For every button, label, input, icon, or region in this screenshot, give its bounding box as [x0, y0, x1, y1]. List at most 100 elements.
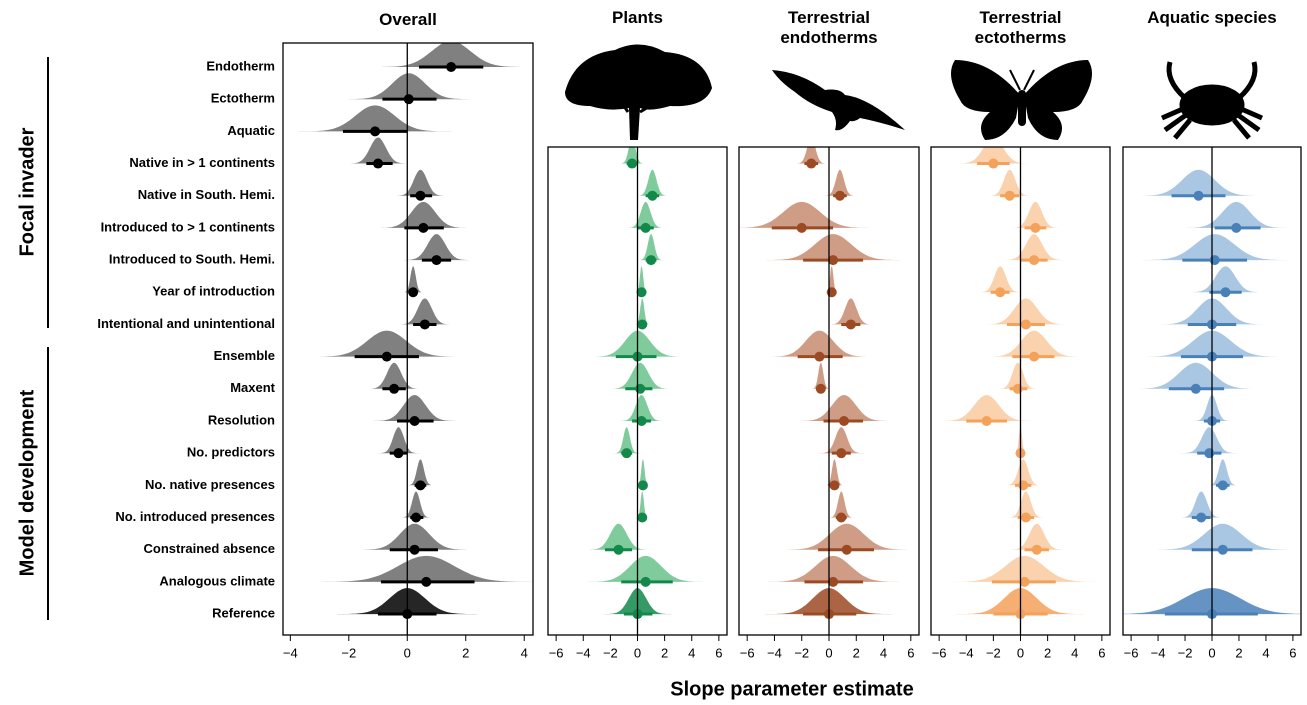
x-tick-label: 4 [1262, 645, 1269, 660]
point-estimate [409, 544, 420, 555]
x-tick-label: 2 [661, 645, 668, 660]
density [618, 395, 665, 421]
point-estimate [381, 351, 392, 362]
point-estimate [640, 576, 651, 587]
x-axis-label: Slope parameter estimate [670, 678, 913, 700]
point-estimate [828, 576, 839, 587]
x-tick-label: −4 [959, 645, 974, 660]
x-tick-label: 4 [688, 645, 695, 660]
category-label: Intentional and unintentional [97, 316, 275, 331]
point-estimate [1231, 222, 1242, 233]
panel-frame [282, 42, 534, 636]
butterfly-icon [951, 60, 1092, 140]
category-label: No. introduced presences [115, 509, 275, 524]
x-tick-label: 2 [1044, 645, 1051, 660]
panel-title: Overall [379, 10, 437, 29]
panel-title: Aquatic species [1147, 8, 1277, 27]
density [1149, 523, 1297, 550]
x-tick-label: 6 [907, 645, 914, 660]
density [825, 266, 839, 293]
category-label: Introduced to > 1 continents [101, 219, 275, 234]
x-tick-label: −4 [1151, 645, 1166, 660]
density [764, 330, 874, 357]
density [739, 201, 877, 228]
panel-title: Terrestrial ectotherms [974, 8, 1067, 47]
density [986, 169, 1033, 196]
density [346, 137, 410, 164]
x-tick-label: −2 [341, 645, 356, 660]
density [1206, 459, 1240, 486]
point-estimate [834, 190, 845, 201]
point-estimate [1217, 480, 1228, 491]
point-estimate [1012, 383, 1023, 394]
density [977, 266, 1024, 293]
density [343, 73, 475, 100]
point-estimate [1018, 480, 1029, 491]
x-tick-label: −4 [767, 645, 782, 660]
point-estimate [1190, 383, 1201, 394]
x-tick-label: 2 [853, 645, 860, 660]
point-estimate [839, 415, 849, 426]
point-estimate [370, 126, 381, 137]
density [400, 491, 432, 518]
point-estimate [637, 512, 648, 523]
panel-title: Terrestrial endotherms [780, 8, 878, 47]
density [983, 330, 1085, 357]
density [585, 523, 652, 550]
density [636, 459, 650, 486]
point-estimate [418, 222, 429, 233]
tree-icon [565, 44, 712, 140]
density [308, 330, 465, 357]
density [583, 555, 709, 582]
point-estimate [1204, 448, 1215, 459]
point-estimate [1031, 544, 1042, 555]
density [375, 201, 472, 228]
density [947, 555, 1102, 582]
point-estimate [1030, 222, 1041, 233]
point-estimate [627, 158, 638, 169]
density [794, 147, 828, 164]
point-estimate [1004, 190, 1015, 201]
panel-marks [583, 147, 709, 620]
point-estimate [1196, 512, 1207, 523]
density [1001, 234, 1067, 261]
panel-marks [1123, 169, 1301, 620]
density [818, 427, 865, 454]
category-label: Reference [212, 605, 275, 620]
density [377, 427, 420, 454]
density [1007, 523, 1067, 550]
density [356, 523, 474, 550]
density [297, 105, 454, 132]
group-label: Model development [16, 389, 38, 576]
category-label: Endotherm [206, 58, 275, 73]
group-label: Focal invader [16, 127, 38, 256]
density [393, 169, 447, 196]
density [810, 362, 831, 389]
density [365, 362, 423, 389]
density [762, 555, 905, 582]
point-estimate [409, 415, 420, 426]
panel-marks [739, 147, 915, 620]
category-label: Introduced to South. Hemi. [109, 252, 275, 267]
point-estimate [1029, 351, 1040, 362]
density [1136, 234, 1294, 261]
density [979, 298, 1072, 325]
point-estimate [814, 351, 825, 362]
point-estimate [828, 255, 839, 266]
density [312, 555, 533, 582]
point-estimate [981, 415, 992, 426]
x-tick-label: 6 [1289, 645, 1296, 660]
x-tick-label: −2 [794, 645, 809, 660]
point-estimate [829, 480, 840, 491]
density [406, 459, 435, 486]
category-label: Maxent [230, 380, 275, 395]
x-tick-label: −2 [986, 645, 1001, 660]
density [370, 395, 459, 421]
density [828, 491, 855, 518]
point-estimate [635, 383, 646, 394]
density [634, 298, 651, 325]
x-tick-label: −4 [576, 645, 591, 660]
point-estimate [408, 287, 419, 298]
point-estimate [1029, 255, 1040, 266]
